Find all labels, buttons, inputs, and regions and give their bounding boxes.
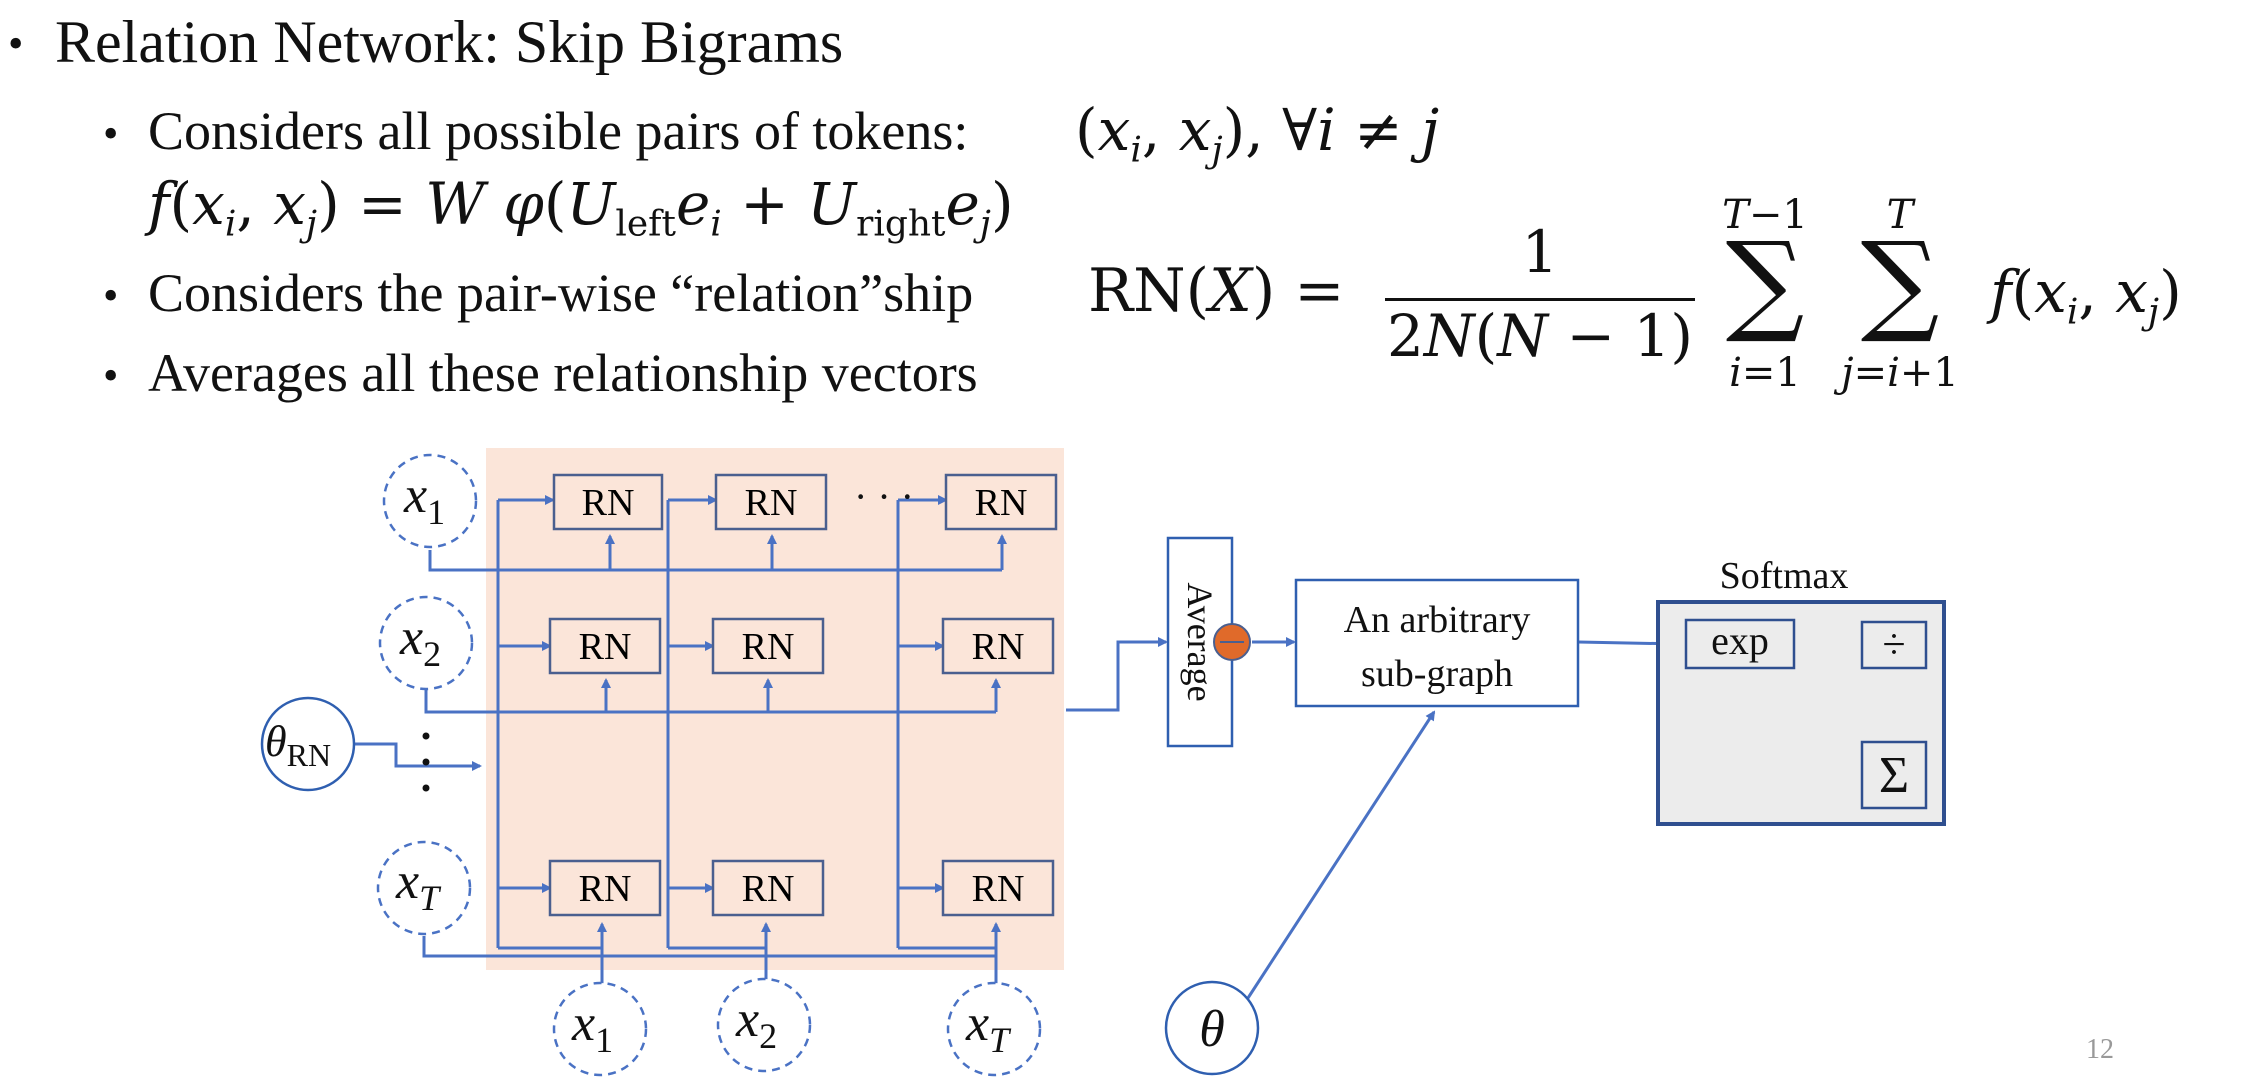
rn-label: RN (972, 868, 1025, 910)
formula-pairs: (xi, xj), ∀i ≠ j (1075, 96, 1440, 171)
formula-rn-numerator: 1 (1521, 218, 1559, 286)
rn-label: RN (742, 868, 795, 910)
rn-box-r3c1 (548, 859, 662, 917)
theta-node (1164, 980, 1260, 1076)
fraction-bar (1385, 298, 1695, 301)
subgraph-box (1294, 578, 1580, 708)
bullet-text-2: Considers the pair-wise “relation”ship (148, 263, 974, 323)
subgraph-label-line1: An arbitrary (1344, 599, 1531, 641)
divide-box (1860, 620, 1928, 670)
rn-box-r2c3 (941, 617, 1055, 675)
bullet-marker-2: • (103, 271, 119, 320)
rn-box-r2c2 (711, 617, 825, 675)
theta-label: θ (1199, 1001, 1225, 1058)
formula-rn-term: f(xi, xj) (1990, 258, 2182, 333)
node-x-bottom-2: x2 (735, 991, 777, 1056)
sum-2-symbol: ∑ (1860, 218, 1940, 346)
divide-icon: ÷ (1882, 622, 1905, 668)
rn-label: RN (975, 482, 1028, 524)
rn-boxes: RN RN RN RN RN RN RN RN RN (548, 473, 1058, 917)
node-x-bottom-T: xT (965, 995, 1012, 1060)
rn-label: RN (745, 482, 798, 524)
sum-1-upper: T−1 (1722, 192, 1808, 238)
slide-title: Relation Network: Skip Bigrams (55, 9, 844, 75)
bullet-text-3: Averages all these relationship vectors (148, 343, 978, 403)
bullet-marker-3: • (103, 351, 119, 400)
horizontal-ellipsis: · · · (854, 474, 914, 519)
theta-rn-node (260, 696, 356, 792)
node-x-left-1: x1 (403, 467, 445, 532)
rn-label: RN (742, 626, 795, 668)
bullet-marker-1: • (103, 109, 119, 158)
sum-2-upper: T (1886, 192, 1914, 238)
rn-box-r1c2 (714, 473, 828, 531)
exp-label: exp (1711, 618, 1769, 663)
rn-box-r1c3 (944, 473, 1058, 531)
page-number: 12 (2086, 1034, 2114, 1065)
rn-box-r1c1 (552, 473, 664, 531)
theta-rn-label: θRN (265, 717, 331, 773)
formula-f-def: f(xi, xj) = W φ(Uleftei + Urightej) (148, 170, 1014, 245)
subgraph-label-line2: sub-graph (1361, 653, 1513, 695)
vertical-ellipsis (422, 732, 430, 792)
rn-box-r2c1 (548, 617, 662, 675)
rn-label: RN (972, 626, 1025, 668)
sum-box (1860, 740, 1928, 810)
title-bullet: • (8, 19, 24, 68)
sum-1-lower: i=1 (1729, 350, 1801, 396)
sum-1-symbol: ∑ (1725, 218, 1805, 346)
sum-2-lower: j=i+1 (1841, 350, 1959, 396)
input-nodes-bottom (552, 977, 1042, 1077)
bullet-text-1: Considers all possible pairs of tokens: (148, 101, 969, 161)
node-x-left-2: x2 (399, 609, 441, 674)
softmax-label: Softmax (1720, 555, 1849, 597)
formula-rn-denominator: 2N(N − 1) (1386, 302, 1694, 370)
rn-label: RN (579, 868, 632, 910)
sum-icon: Σ (1879, 747, 1909, 804)
node-x-left-T: xT (395, 853, 442, 918)
rn-label: RN (582, 482, 635, 524)
rn-box-r3c3 (941, 859, 1055, 917)
input-nodes-left (376, 453, 478, 936)
rn-label: RN (579, 626, 632, 668)
rn-box-r3c2 (711, 859, 825, 917)
exp-box (1684, 618, 1796, 670)
node-x-bottom-1: x1 (571, 995, 613, 1060)
formula-rn-lhs: RN(X) = (1088, 256, 1345, 326)
